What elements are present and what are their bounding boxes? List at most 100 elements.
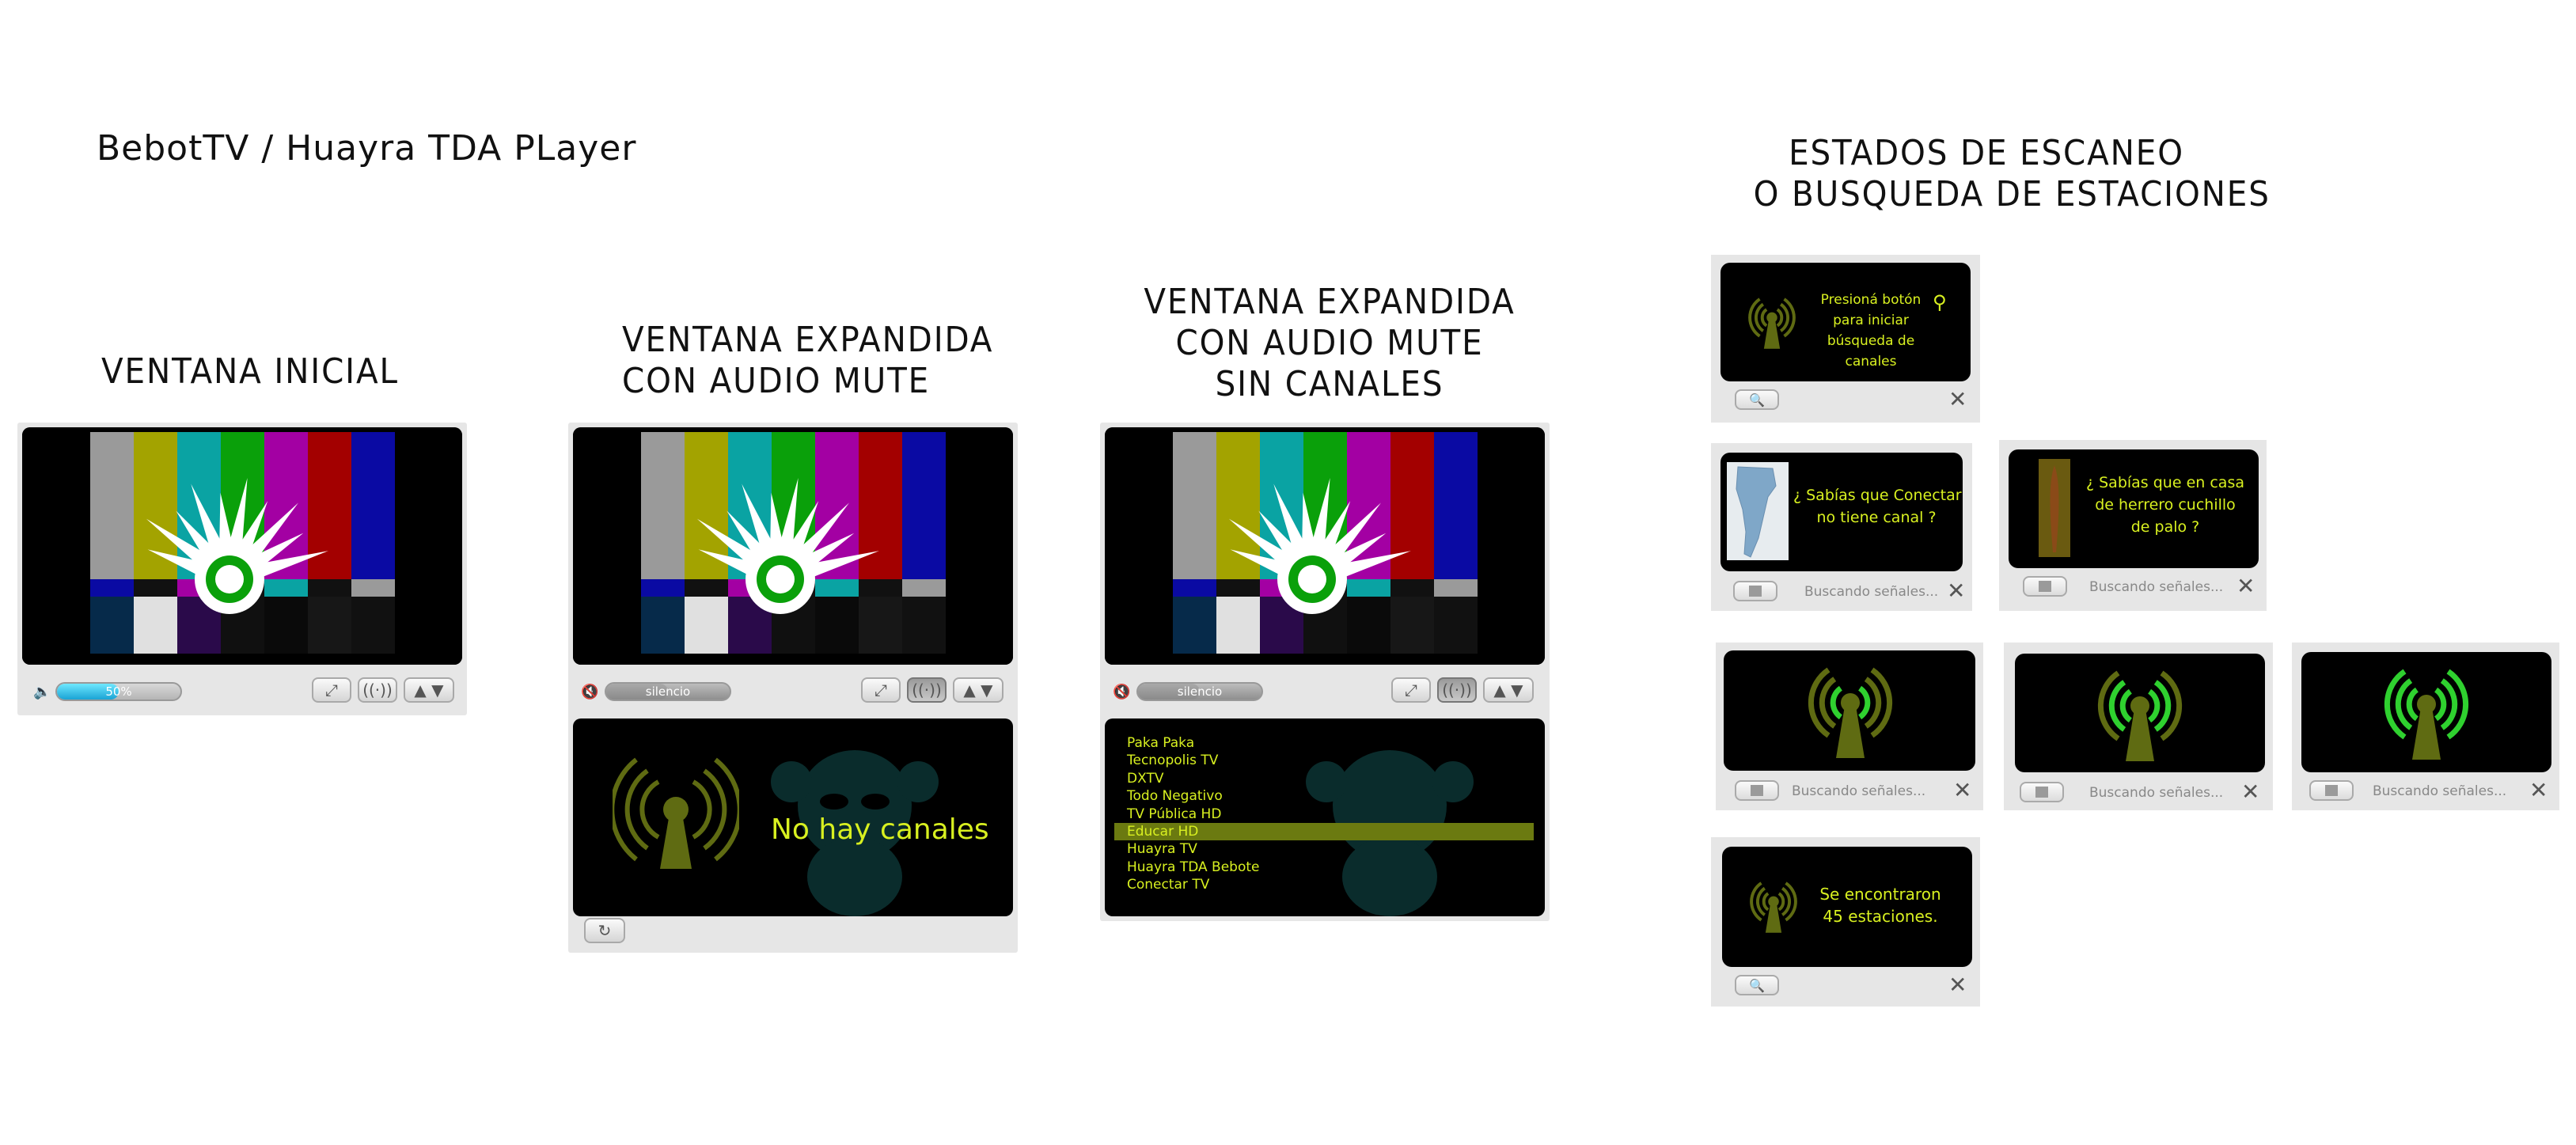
- scan-screen: Presioná botón para iniciar búsqueda de …: [1720, 263, 1971, 381]
- test-pattern-logo-icon: [1105, 427, 1545, 665]
- scan-screen: ¿ Sabías que Conectar no tiene canal ?: [1720, 453, 1963, 571]
- arrow-up-icon: ▲: [963, 681, 976, 700]
- volume-slider[interactable]: 50%: [55, 682, 182, 701]
- section-title-expanded-mute: VENTANA EXPANDIDA CON AUDIO MUTE: [622, 320, 994, 401]
- search-button[interactable]: 🔍: [1735, 975, 1779, 995]
- arrow-down-icon: ▼: [1511, 681, 1523, 700]
- speaker-icon[interactable]: 🔈: [33, 684, 51, 700]
- close-icon[interactable]: ✕: [1953, 777, 1972, 803]
- close-icon[interactable]: ✕: [2236, 573, 2255, 599]
- video-screen: [1105, 427, 1545, 665]
- expand-button[interactable]: ⤢: [312, 677, 351, 703]
- page-title: BebotTV / Huayra TDA PLayer: [97, 128, 637, 169]
- knife-icon: [2039, 459, 2070, 557]
- refresh-icon: ↻: [598, 921, 612, 940]
- expand-button[interactable]: ⤢: [1391, 677, 1431, 703]
- scan-button[interactable]: ((·)): [907, 677, 947, 703]
- volume-label: 50%: [105, 684, 132, 699]
- channel-updown-button[interactable]: ▲ ▼: [953, 677, 1003, 703]
- stop-button[interactable]: [1735, 780, 1779, 801]
- arrow-up-icon: ▲: [414, 681, 427, 700]
- fact-text: ¿ Sabías que en casa de herrero cuchillo…: [2086, 474, 2244, 536]
- scan-state-fact-1: ¿ Sabías que Conectar no tiene canal ? B…: [1711, 443, 1972, 611]
- scan-button[interactable]: ((·)): [1437, 677, 1477, 703]
- stop-icon: [2325, 785, 2338, 796]
- fact-text: ¿ Sabías que Conectar no tiene canal ?: [1793, 487, 1962, 526]
- player-expanded-mute: 🔇 silencio ⤢ ((·)) ▲ ▼ No hay canales ↻: [568, 423, 1018, 953]
- channel-item[interactable]: TV Pública HD: [1127, 806, 1222, 822]
- antenna-icon: [613, 757, 739, 869]
- scan-state-found: Se encontraron 45 estaciones. 🔍 ✕: [1711, 837, 1980, 1007]
- stop-button[interactable]: [1733, 581, 1777, 601]
- antenna-icon: [1808, 667, 1893, 758]
- scan-state-searching-3: Buscando señales... ✕: [2292, 643, 2559, 810]
- scan-screen: [1724, 650, 1975, 771]
- antenna-icon: ((·)): [1442, 681, 1472, 700]
- channel-item[interactable]: Huayra TV: [1127, 841, 1197, 858]
- stop-icon: [1749, 586, 1762, 597]
- arrow-down-icon: ▼: [981, 681, 993, 700]
- channel-list: Paka Paka Tecnopolis TV DXTV Todo Negativo T…: [1114, 734, 1534, 894]
- arrow-down-icon: ▼: [431, 681, 444, 700]
- close-icon[interactable]: ✕: [1948, 386, 1967, 412]
- expand-icon: ⤢: [1405, 681, 1417, 700]
- stop-icon: [2039, 581, 2051, 592]
- test-pattern-logo-icon: [573, 427, 1013, 665]
- search-icon: 🔍: [1749, 977, 1765, 993]
- speaker-muted-icon[interactable]: 🔇: [581, 684, 599, 700]
- search-icon: 🔍: [1749, 392, 1765, 408]
- volume-label: silencio: [645, 684, 691, 699]
- stations-found-message: Se encontraron 45 estaciones.: [1819, 885, 1941, 926]
- stop-button[interactable]: [2020, 782, 2064, 802]
- scan-state-fact-2: ¿ Sabías que en casa de herrero cuchillo…: [1999, 440, 2267, 611]
- volume-slider[interactable]: silencio: [1136, 682, 1263, 701]
- scan-screen: Se encontraron 45 estaciones.: [1722, 847, 1972, 967]
- channel-item[interactable]: Conectar TV: [1127, 877, 1210, 893]
- scan-screen: [2301, 652, 2551, 772]
- volume-slider[interactable]: silencio: [605, 682, 731, 701]
- scan-screen: [2015, 654, 2265, 772]
- player-expanded-channels: 🔇 silencio ⤢ ((·)) ▲ ▼ Paka Paka Tecnopol…: [1100, 423, 1550, 921]
- close-icon[interactable]: ✕: [1948, 972, 1967, 998]
- refresh-button[interactable]: ↻: [584, 918, 625, 943]
- search-button[interactable]: 🔍: [1735, 389, 1779, 410]
- volume-label: silencio: [1177, 684, 1223, 699]
- close-icon[interactable]: ✕: [2241, 779, 2260, 805]
- searching-status: Buscando señales...: [1792, 783, 1926, 799]
- expand-button[interactable]: ⤢: [861, 677, 901, 703]
- channels-panel: Paka Paka Tecnopolis TV DXTV Todo Negativo T…: [1105, 718, 1545, 916]
- close-icon[interactable]: ✕: [1947, 578, 1966, 604]
- scan-state-start: Presioná botón para iniciar búsqueda de …: [1711, 255, 1980, 423]
- searching-status: Buscando señales...: [2089, 579, 2224, 595]
- video-screen: [22, 427, 462, 665]
- scan-screen: ¿ Sabías que en casa de herrero cuchillo…: [2009, 449, 2259, 568]
- channel-item[interactable]: Paka Paka: [1127, 735, 1195, 751]
- channels-panel: No hay canales: [573, 718, 1013, 916]
- channel-item[interactable]: Educar HD: [1114, 823, 1534, 841]
- stop-button[interactable]: [2309, 780, 2354, 801]
- channel-item[interactable]: Huayra TDA Bebote: [1127, 859, 1260, 875]
- stop-icon: [1751, 785, 1763, 796]
- arrow-up-icon: ▲: [1493, 681, 1506, 700]
- stop-icon: [2035, 787, 2048, 798]
- antenna-icon: ((·)): [912, 681, 942, 700]
- searching-status: Buscando señales...: [2373, 783, 2507, 799]
- channel-item[interactable]: Todo Negativo: [1127, 788, 1223, 805]
- antenna-icon: [1748, 298, 1796, 349]
- channel-item[interactable]: DXTV: [1127, 770, 1164, 787]
- scan-button[interactable]: ((·)): [358, 677, 397, 703]
- expand-icon: ⤢: [874, 681, 887, 700]
- antenna-icon: [1750, 881, 1797, 933]
- channel-updown-button[interactable]: ▲ ▼: [1483, 677, 1534, 703]
- map-argentina-icon: [1727, 462, 1789, 560]
- scan-state-searching-2: Buscando señales... ✕: [2004, 643, 2273, 810]
- start-scan-hint: Presioná botón para iniciar búsqueda de …: [1820, 292, 1922, 370]
- close-icon[interactable]: ✕: [2529, 777, 2548, 803]
- speaker-muted-icon[interactable]: 🔇: [1113, 684, 1131, 700]
- channel-item[interactable]: Tecnopolis TV: [1127, 753, 1219, 769]
- section-title-initial: VENTANA INICIAL: [101, 351, 399, 392]
- player-initial: 🔈 50% ⤢ ((·)) ▲ ▼: [17, 423, 467, 715]
- channel-updown-button[interactable]: ▲ ▼: [404, 677, 454, 703]
- search-icon: ⚲: [1933, 291, 1947, 313]
- stop-button[interactable]: [2023, 576, 2067, 597]
